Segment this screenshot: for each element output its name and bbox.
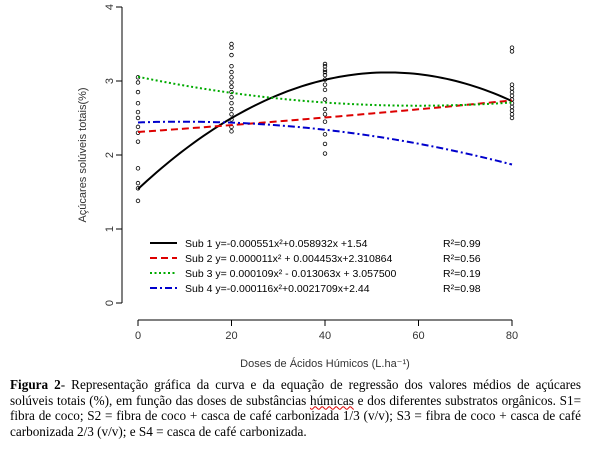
y-tick-label: 0: [104, 300, 116, 306]
x-axis: 0 20 40 60 80: [135, 319, 518, 342]
data-point: [322, 82, 328, 87]
data-point: [135, 198, 141, 204]
data-point: [229, 75, 234, 80]
regression-curve: [137, 75, 513, 107]
data-point: [509, 82, 515, 87]
x-axis-label: Doses de Ácidos Húmicos (L.ha⁻¹): [240, 357, 410, 370]
data-point: [322, 87, 328, 93]
data-point: [322, 63, 328, 69]
y-tick-label: 4: [104, 4, 116, 10]
data-point: [322, 61, 328, 67]
x-tick-label: 0: [135, 330, 141, 342]
x-tick-label: 40: [319, 330, 331, 342]
legend-r2: R²=0.98: [443, 283, 481, 295]
y-axis: 0 1 2 3 4: [104, 4, 123, 306]
data-point: [135, 109, 141, 115]
x-tick-label: 60: [412, 330, 424, 342]
legend: Sub 1 y=-0.000551x²+0.058932x +1.54 R²=0.…: [150, 238, 481, 295]
data-point: [135, 80, 141, 85]
legend-label: Sub 2 y= 0.000011x² + 0.004453x+2.310864: [185, 253, 393, 265]
data-point: [509, 93, 515, 98]
data-point: [135, 166, 141, 171]
data-point: [229, 106, 234, 112]
data-point: [322, 119, 328, 124]
data-point: [322, 106, 328, 112]
legend-r2: R²=0.99: [443, 238, 481, 250]
y-tick-label: 1: [104, 226, 116, 232]
regression-curve: [137, 99, 513, 133]
regression-curves: [137, 71, 513, 190]
data-point: [135, 124, 141, 130]
caption-label: Figura 2: [10, 377, 61, 392]
y-tick-label: 3: [104, 78, 116, 84]
y-axis-label: Açúcares solúveis totais(%): [77, 87, 89, 222]
data-point: [135, 180, 141, 186]
data-point: [135, 100, 141, 106]
data-point: [509, 115, 515, 121]
data-point: [229, 84, 234, 90]
figure-caption: Figura 2- Representação gráfica da curva…: [10, 377, 581, 439]
data-point: [509, 86, 515, 91]
legend-label: Sub 4 y=-0.000116x²+0.0021709x+2.44: [185, 283, 370, 295]
data-point: [135, 139, 141, 144]
data-point: [229, 89, 234, 95]
data-point: [229, 95, 234, 100]
legend-label: Sub 3 y= 0.000109x² - 0.013063x + 3.0575…: [185, 268, 396, 280]
caption-text-after: e dos diferentes substratos orgânicos. S…: [10, 392, 582, 439]
data-point: [509, 45, 515, 50]
data-point: [229, 41, 234, 47]
data-point: [322, 97, 328, 102]
regression-chart: 0 1 2 3 4 0 20 40 60 80 Sub 1 y=-0.000551x²+0.05…: [77, 4, 518, 370]
data-point: [229, 100, 234, 106]
data-point: [322, 151, 328, 156]
data-point: [509, 108, 515, 113]
legend-r2: R²=0.56: [443, 253, 481, 265]
data-point: [509, 49, 515, 54]
data-point: [229, 112, 234, 117]
x-tick-label: 80: [506, 330, 518, 342]
data-point: [322, 67, 328, 73]
data-point: [135, 89, 141, 95]
data-point: [322, 112, 328, 117]
data-point: [229, 129, 234, 134]
data-point: [135, 115, 141, 121]
data-point: [229, 80, 234, 85]
regression-curve: [137, 120, 513, 166]
data-point: [229, 45, 234, 50]
data-point: [509, 112, 515, 117]
x-tick-label: 20: [225, 330, 237, 342]
caption-text-before: - Representação gráfica da curva e da eq…: [10, 377, 581, 408]
data-point: [322, 132, 328, 137]
data-point: [322, 141, 328, 147]
data-points: [135, 41, 515, 204]
data-point: [229, 63, 234, 69]
data-point: [509, 104, 515, 110]
legend-r2: R²=0.19: [443, 268, 481, 280]
data-point: [229, 52, 234, 58]
legend-label: Sub 1 y=-0.000551x²+0.058932x +1.54: [185, 238, 368, 250]
data-point: [229, 69, 234, 75]
data-point: [509, 89, 515, 95]
data-point: [322, 72, 328, 78]
regression-curve: [137, 71, 513, 190]
caption-text-spellcheck-word: húmicas: [309, 392, 354, 408]
y-tick-label: 2: [104, 152, 116, 158]
data-point: [322, 69, 328, 75]
